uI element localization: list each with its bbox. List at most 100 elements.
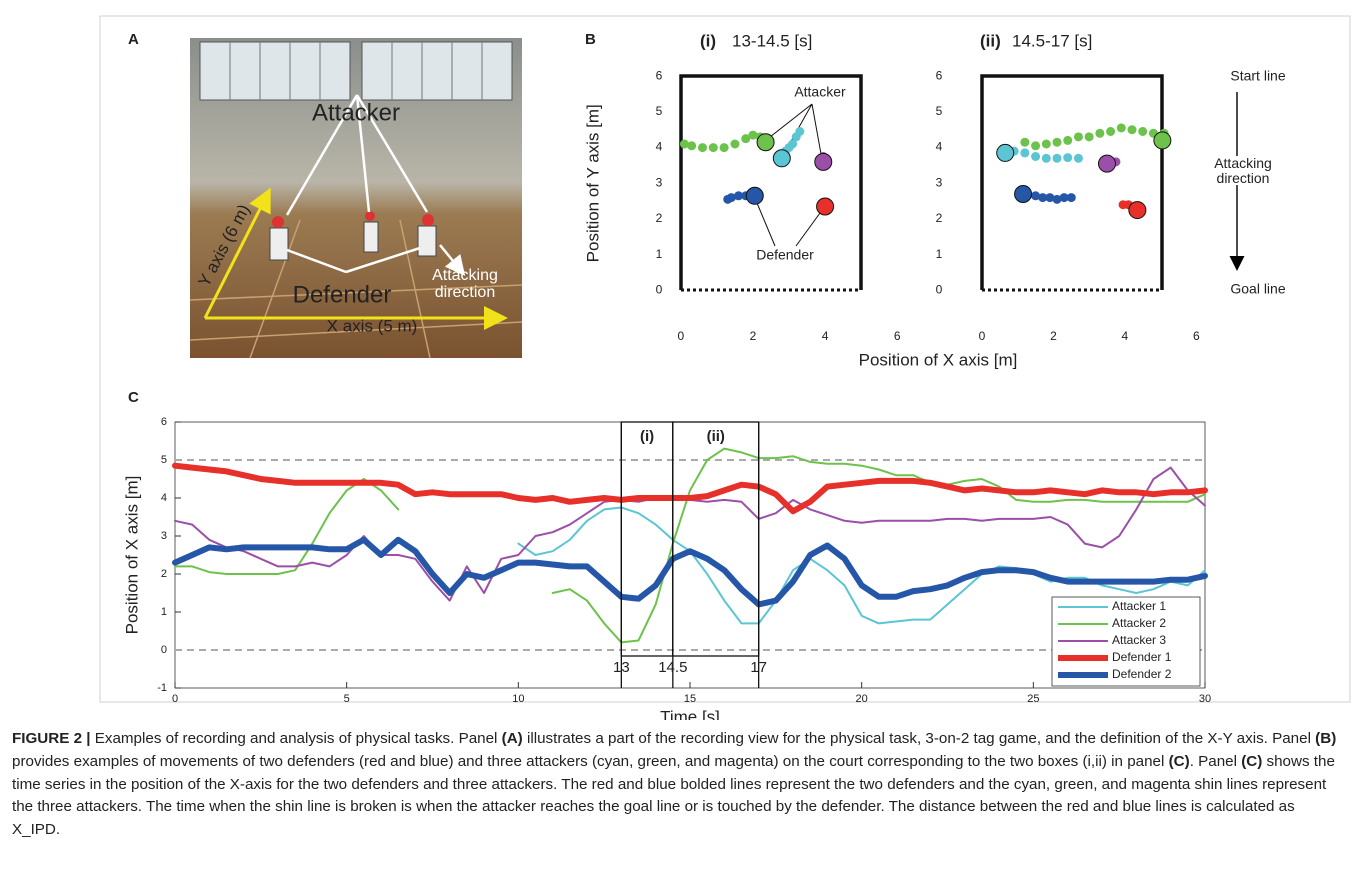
player-position <box>745 186 764 205</box>
x-tick-label: 6 <box>1193 329 1200 343</box>
legend-label: Attacker 1 <box>1112 599 1166 613</box>
caption-text: illustrates a part of the recording view… <box>522 730 1316 747</box>
y-axis-label: Position of X axis [m] <box>122 476 141 635</box>
series <box>814 152 833 171</box>
series <box>679 130 775 153</box>
trail-point <box>1063 135 1073 145</box>
y-tick-label: 2 <box>161 568 167 580</box>
x-tick-label: 25 <box>1027 693 1039 705</box>
x-tick-label: 2 <box>1050 329 1057 343</box>
player-position <box>1098 154 1116 173</box>
legend-label: Attacker 2 <box>1112 616 1166 630</box>
chart-title-label: (ii) <box>980 31 1001 50</box>
x-axis-label: Position of X axis [m] <box>859 350 1018 369</box>
player-position <box>1128 201 1147 220</box>
trail-point <box>1052 194 1062 204</box>
x-tick-label: 6 <box>894 329 901 343</box>
trail-point <box>1138 127 1148 136</box>
series-line <box>172 536 1208 608</box>
caption-text: FIGURE 2 | <box>12 730 91 747</box>
photo: Attacker Defender X axis (5 m) Y axis (6… <box>189 38 523 359</box>
chart-title: 14.5-17 [s] <box>1012 31 1092 50</box>
legend-label: Attacker 3 <box>1112 633 1166 647</box>
series-line <box>172 462 1208 515</box>
trail-point <box>1084 132 1094 142</box>
x-tick-label: 4 <box>822 329 829 343</box>
caption-text: provides examples of movements of two de… <box>12 752 1169 770</box>
x-axis-label: Time [s] <box>660 707 720 720</box>
caption-text: shows the time series in the position of… <box>12 752 1335 839</box>
trail-point <box>1063 153 1073 163</box>
y-tick-label: 3 <box>936 175 943 189</box>
legend-label: Defender 2 <box>1112 667 1172 681</box>
annotation: Start line <box>1230 68 1285 84</box>
trail-point <box>1045 193 1055 203</box>
figure-frame <box>99 15 1351 703</box>
player-position <box>816 197 835 216</box>
plot-area <box>174 421 1206 689</box>
caption-text: . Panel <box>1189 752 1242 770</box>
player-position <box>756 133 775 152</box>
series <box>772 127 805 168</box>
trail-point <box>1020 148 1030 158</box>
y-tick-label: 3 <box>161 530 167 542</box>
y-axis-label: Position of Y axis [m] <box>583 104 602 262</box>
x-tick-label: 20 <box>856 693 868 705</box>
panel-label: A <box>128 31 139 48</box>
player-position <box>996 143 1015 162</box>
y-tick-label: 0 <box>936 283 943 297</box>
x-tick-label: 30 <box>1199 693 1211 705</box>
photo-label: X axis (5 m) <box>327 316 418 335</box>
trail-point <box>1095 128 1105 138</box>
caption-text: Examples of recording and analysis of ph… <box>90 730 502 747</box>
x-tick-label: 5 <box>344 693 350 705</box>
player-position <box>814 152 833 171</box>
box-label: (ii) <box>707 428 725 445</box>
trail-point <box>1031 152 1041 161</box>
panel-label: C <box>128 389 139 406</box>
y-tick-label: 0 <box>656 283 663 297</box>
legend-label: Defender 1 <box>1112 650 1172 664</box>
caption-text: (B) <box>1315 730 1337 747</box>
photo-label: Attacking direction <box>432 267 498 301</box>
caption: FIGURE 2 | Examples of recording and ana… <box>12 728 1342 842</box>
series <box>723 186 764 205</box>
y-tick-label: 5 <box>161 454 167 466</box>
x-tick-label: 10 <box>512 693 524 705</box>
trail-point <box>748 130 758 140</box>
series <box>1118 200 1147 220</box>
y-tick-label: 3 <box>656 175 663 189</box>
trail-point <box>1073 132 1083 142</box>
trail-point <box>1073 153 1083 163</box>
trail-point <box>679 139 689 149</box>
trail-point <box>1020 137 1030 147</box>
x-tick-label: 0 <box>172 693 178 705</box>
trail-point <box>697 143 707 153</box>
y-tick-label: 6 <box>161 416 167 428</box>
series <box>996 143 1083 163</box>
trail-point <box>1066 193 1076 203</box>
trail-point <box>1041 139 1051 149</box>
box-tick-label: 13 <box>613 659 630 676</box>
x-tick-label: 2 <box>750 329 757 343</box>
y-tick-label: 1 <box>656 247 663 261</box>
x-tick-label: 0 <box>678 329 685 343</box>
trail-point <box>1127 125 1137 135</box>
y-tick-label: 4 <box>936 140 943 154</box>
y-tick-label: 6 <box>936 68 943 82</box>
y-tick-label: 1 <box>161 606 167 618</box>
trail-point <box>1116 123 1126 133</box>
y-tick-label: 5 <box>656 104 663 118</box>
player-position <box>1014 185 1033 203</box>
chart-title: 13-14.5 [s] <box>732 31 812 50</box>
box-tick-label: 17 <box>750 659 767 676</box>
trail-point <box>708 143 718 153</box>
y-tick-label: 4 <box>656 140 663 154</box>
trail-point <box>791 132 801 142</box>
y-tick-label: 0 <box>161 644 167 656</box>
x-tick-label: 0 <box>979 329 986 343</box>
trail-point <box>1106 127 1116 136</box>
y-tick-label: 2 <box>936 211 943 225</box>
trail-point <box>1038 193 1048 203</box>
box-label: (i) <box>640 428 654 445</box>
